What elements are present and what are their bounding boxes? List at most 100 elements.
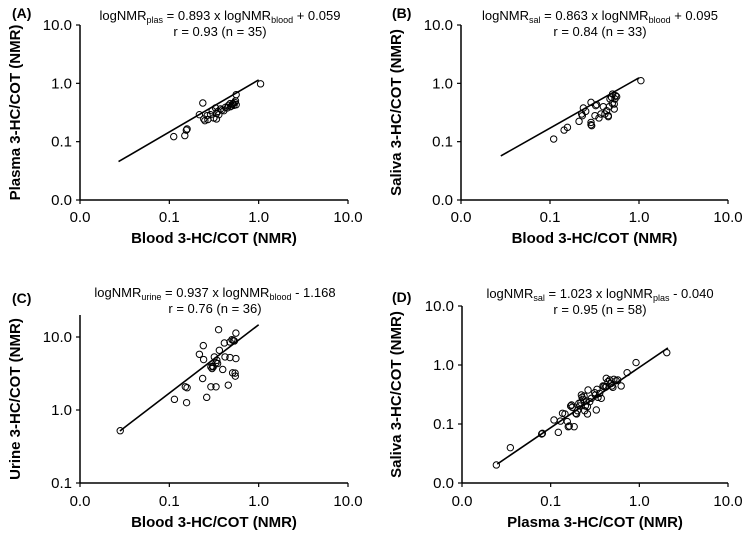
data-point <box>610 105 618 113</box>
y-axis-label: Plasma 3-HC/COT (NMR) <box>7 25 24 201</box>
equation-text: - 1.168 <box>291 285 335 300</box>
data-point <box>182 398 191 407</box>
x-tick-label: 10.0 <box>333 209 362 226</box>
data-point <box>575 117 583 126</box>
y-axis-label: Saliva 3-HC/COT (NMR) <box>388 311 405 478</box>
data-point <box>563 417 571 426</box>
y-tick-label: 0.1 <box>433 416 454 433</box>
data-point <box>204 115 212 124</box>
panel-d: 0.0 0.1 1.0 10.0 0.0 0.1 1.0 10.0 Plasma 3-HC/CO… <box>388 286 743 531</box>
x-tick-label: 1.0 <box>629 493 650 510</box>
data-point <box>181 131 189 140</box>
data-point <box>116 427 124 435</box>
data-point <box>566 402 575 410</box>
equation-text: logNMR <box>94 285 141 300</box>
data-point <box>224 101 233 110</box>
data-point <box>572 410 581 418</box>
x-axis-label: Plasma 3-HC/COT (NMR) <box>507 514 683 531</box>
data-point <box>213 356 221 364</box>
data-point <box>637 76 645 85</box>
data-point <box>617 382 625 390</box>
y-tick-label: 1.0 <box>51 402 72 419</box>
y-tick-label: 0.0 <box>432 192 453 209</box>
data-point <box>538 429 547 438</box>
data-point <box>199 99 207 107</box>
data-point <box>209 363 217 371</box>
data-point <box>170 132 178 141</box>
data-point <box>215 346 224 354</box>
regression-line <box>118 79 260 163</box>
equation-text: + 0.095 <box>671 8 718 23</box>
data-point <box>563 123 572 132</box>
y-tick-label: 0.0 <box>51 192 72 209</box>
data-point <box>587 118 595 127</box>
data-point <box>576 402 584 410</box>
data-point <box>577 110 586 118</box>
y-tick-label: 0.0 <box>433 475 454 492</box>
data-point <box>195 110 204 119</box>
data-point <box>182 126 191 134</box>
correlation-stats: r = 0.76 (n = 36) <box>168 301 261 316</box>
y-tick-label: 1.0 <box>51 75 72 92</box>
data-point <box>203 111 211 120</box>
data-point <box>195 350 204 358</box>
data-point <box>537 430 546 438</box>
data-point <box>592 100 601 109</box>
data-point <box>594 393 602 402</box>
data-point <box>232 90 240 99</box>
data-point <box>212 115 221 123</box>
y-tick-label: 0.1 <box>51 134 72 151</box>
data-point <box>256 80 265 88</box>
equation-text: logNMR <box>482 8 529 23</box>
data-point <box>584 386 592 394</box>
x-tick-label: 0.0 <box>452 493 473 510</box>
panel-label: (C) <box>12 290 31 306</box>
equation-text: logNMR <box>486 286 533 301</box>
data-point <box>226 99 234 108</box>
x-tick-label: 1.0 <box>629 209 650 226</box>
x-axis-label: Blood 3-HC/COT (NMR) <box>512 230 678 247</box>
x-tick-label: 0.0 <box>70 209 91 226</box>
data-point <box>599 102 607 111</box>
y-tick-label: 0.1 <box>432 134 453 151</box>
equation-subscript: blood <box>269 292 291 302</box>
data-point <box>561 410 569 418</box>
panel-a: 0.0 0.1 1.0 10.0 0.0 0.1 1.0 10.0 Blood 3-HC/COT… <box>7 5 363 247</box>
data-point <box>570 422 578 431</box>
data-point <box>623 368 631 377</box>
data-point <box>549 135 558 143</box>
data-point <box>587 121 596 130</box>
data-point <box>583 410 592 418</box>
y-tick-label: 10.0 <box>425 298 454 315</box>
equation-subscript: blood <box>271 15 293 25</box>
data-point <box>612 92 621 101</box>
y-axis-label: Urine 3-HC/COT (NMR) <box>7 318 24 480</box>
data-point <box>170 395 179 404</box>
data-point <box>663 348 671 357</box>
correlation-stats: r = 0.95 (n = 58) <box>553 302 646 317</box>
equation-text: - 0.040 <box>669 286 713 301</box>
data-point <box>230 337 239 345</box>
equation-subscript: plas <box>653 293 670 303</box>
data-point <box>218 106 226 114</box>
data-point <box>220 339 229 347</box>
equation-subscript: sal <box>533 293 545 303</box>
panel-label: (B) <box>392 5 411 21</box>
equation-subscript: sal <box>529 15 541 25</box>
regression-equation: logNMRsal = 0.863 x logNMRblood + 0.095 <box>482 8 718 25</box>
data-point <box>506 443 515 452</box>
data-point <box>199 355 208 364</box>
data-point <box>591 101 600 110</box>
x-tick-label: 0.1 <box>540 209 561 226</box>
data-point <box>199 341 207 350</box>
data-point <box>595 114 603 122</box>
data-point <box>614 376 622 384</box>
data-point <box>207 383 215 391</box>
equation-subscript: urine <box>141 292 161 302</box>
panel-b: 0.0 0.1 1.0 10.0 0.0 0.1 1.0 10.0 Blood 3-HC/COT… <box>388 5 743 247</box>
data-point <box>232 354 240 363</box>
x-axis-label: Blood 3-HC/COT (NMR) <box>131 514 297 531</box>
data-point <box>600 382 608 391</box>
data-point <box>632 358 640 367</box>
